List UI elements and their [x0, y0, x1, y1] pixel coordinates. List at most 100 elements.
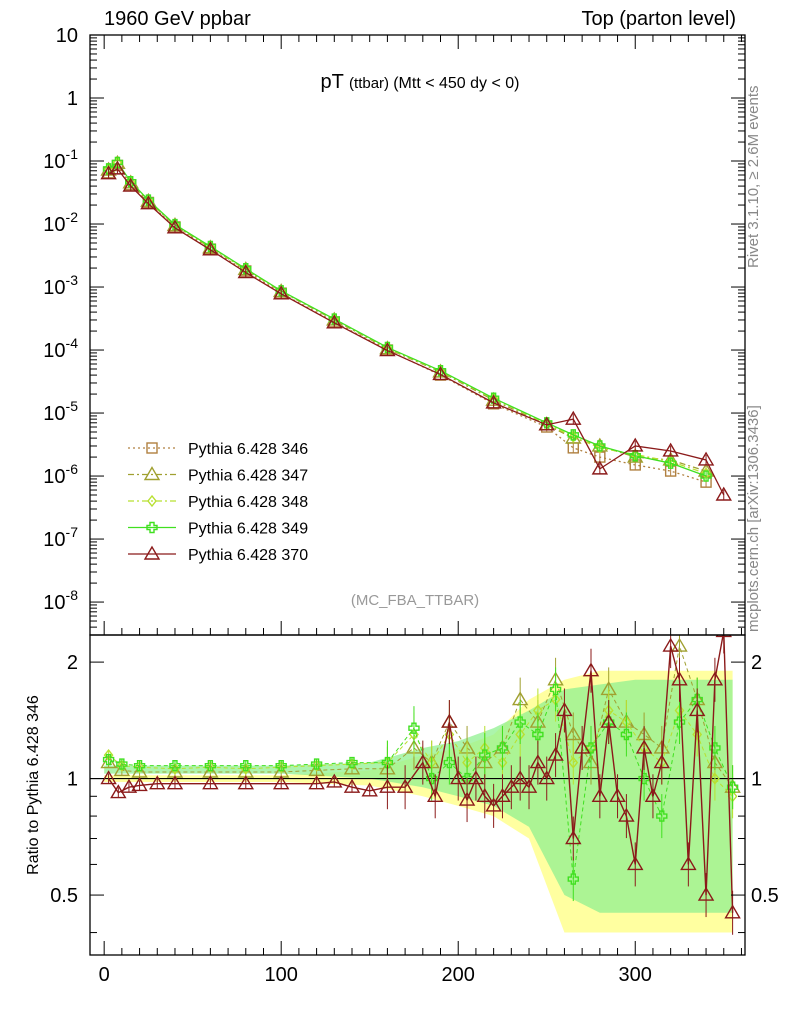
series-line-4	[108, 161, 707, 477]
data-point	[140, 195, 157, 210]
ratio-point	[532, 728, 544, 741]
data-point	[381, 341, 394, 354]
ratio-point	[100, 770, 117, 785]
ratio-point	[326, 773, 343, 788]
ratio-point	[618, 807, 635, 822]
ratio-point	[692, 728, 703, 741]
ratio-point	[346, 756, 358, 769]
ratio-point	[133, 759, 146, 772]
data-point	[111, 156, 124, 169]
ratio-point	[204, 759, 217, 772]
ratio-point	[443, 756, 456, 769]
ratio-point	[503, 778, 520, 793]
ratio-point	[538, 770, 555, 785]
ratio-point	[202, 775, 219, 790]
ratio-point	[131, 763, 148, 778]
data-point	[715, 486, 732, 501]
data-point	[379, 342, 396, 357]
ratio-y-tick-label: 2	[67, 652, 78, 674]
header-right: Top (parton level)	[581, 8, 736, 30]
ratio-point	[476, 787, 493, 802]
ratio-point	[709, 742, 721, 754]
ratio-point	[149, 775, 166, 790]
uncertainty-band-2	[104, 679, 733, 913]
ratio-point	[726, 781, 739, 793]
data-point	[662, 442, 679, 457]
ratio-point	[425, 772, 438, 785]
ratio-point	[494, 787, 511, 802]
data-point	[272, 285, 290, 300]
data-point	[109, 160, 126, 175]
ratio-point	[688, 702, 706, 717]
ratio-point	[680, 856, 697, 871]
ratio-point	[396, 778, 414, 793]
analysis-watermark: (MC_FBA_TTBAR)	[351, 592, 479, 609]
ratio-point	[644, 787, 662, 802]
ratio-point	[343, 760, 361, 775]
legend-marker	[147, 494, 157, 508]
ratio-y-tick-label-right: 0.5	[751, 885, 779, 907]
ratio-point	[620, 728, 633, 741]
data-point	[629, 450, 641, 462]
data-point	[697, 451, 715, 466]
ratio-point	[520, 778, 538, 793]
ratio-point	[237, 775, 255, 790]
data-point	[565, 410, 582, 425]
ratio-point	[343, 778, 361, 793]
legend-marker	[143, 466, 161, 481]
legend-marker	[146, 521, 158, 534]
ratio-point	[426, 787, 444, 802]
x-tick-label: 200	[442, 964, 475, 986]
ratio-point	[635, 739, 653, 754]
legend-marker	[146, 442, 158, 454]
data-point	[275, 285, 287, 297]
ratio-point	[169, 759, 181, 772]
ratio-point	[485, 797, 502, 812]
ratio-point	[671, 637, 688, 652]
ratio-point	[496, 742, 509, 754]
ratio-point	[627, 856, 644, 871]
legend-label: Pythia 6.428 370	[188, 547, 308, 564]
top-panel-frame	[89, 34, 746, 636]
series-line-1	[108, 164, 707, 483]
ratio-line-3	[108, 689, 734, 880]
ratio-point	[715, 635, 732, 638]
ratio-point	[600, 713, 617, 728]
ratio-point	[556, 702, 573, 717]
ratio-panel-frame	[89, 634, 746, 956]
y-tick-label: 10-5	[43, 398, 78, 425]
ratio-point	[408, 722, 420, 734]
ratio-point	[310, 758, 323, 770]
data-point	[122, 177, 139, 192]
ratio-point	[662, 637, 679, 652]
ratio-point	[113, 761, 131, 777]
x-tick-label: 300	[619, 964, 652, 986]
ratio-point	[567, 873, 579, 885]
ratio-y-tick-label-right: 2	[751, 652, 762, 674]
y-tick-label: 10-2	[43, 209, 78, 236]
data-point	[538, 416, 555, 431]
data-point	[485, 394, 502, 409]
ratio-y-tick-label: 0.5	[50, 885, 78, 907]
ratio-point	[706, 671, 724, 686]
ratio-point	[131, 777, 148, 792]
data-point	[326, 314, 343, 329]
data-point	[591, 460, 609, 475]
y-tick-label: 10	[56, 25, 78, 47]
ratio-point	[565, 830, 582, 845]
x-tick-label: 0	[99, 964, 110, 986]
ratio-point	[565, 726, 582, 741]
ratio-point	[441, 713, 458, 728]
ratio-point	[308, 775, 325, 790]
data-point	[700, 470, 712, 482]
data-point	[664, 457, 677, 469]
ratio-point	[102, 753, 115, 766]
ratio-point	[585, 742, 597, 754]
y-tick-label: 10-6	[43, 461, 78, 488]
ratio-point	[361, 782, 378, 797]
ratio-point	[591, 787, 609, 802]
ratio-point	[449, 770, 467, 785]
legend-label: Pythia 6.428 349	[188, 521, 308, 538]
ratio-point	[724, 904, 741, 919]
